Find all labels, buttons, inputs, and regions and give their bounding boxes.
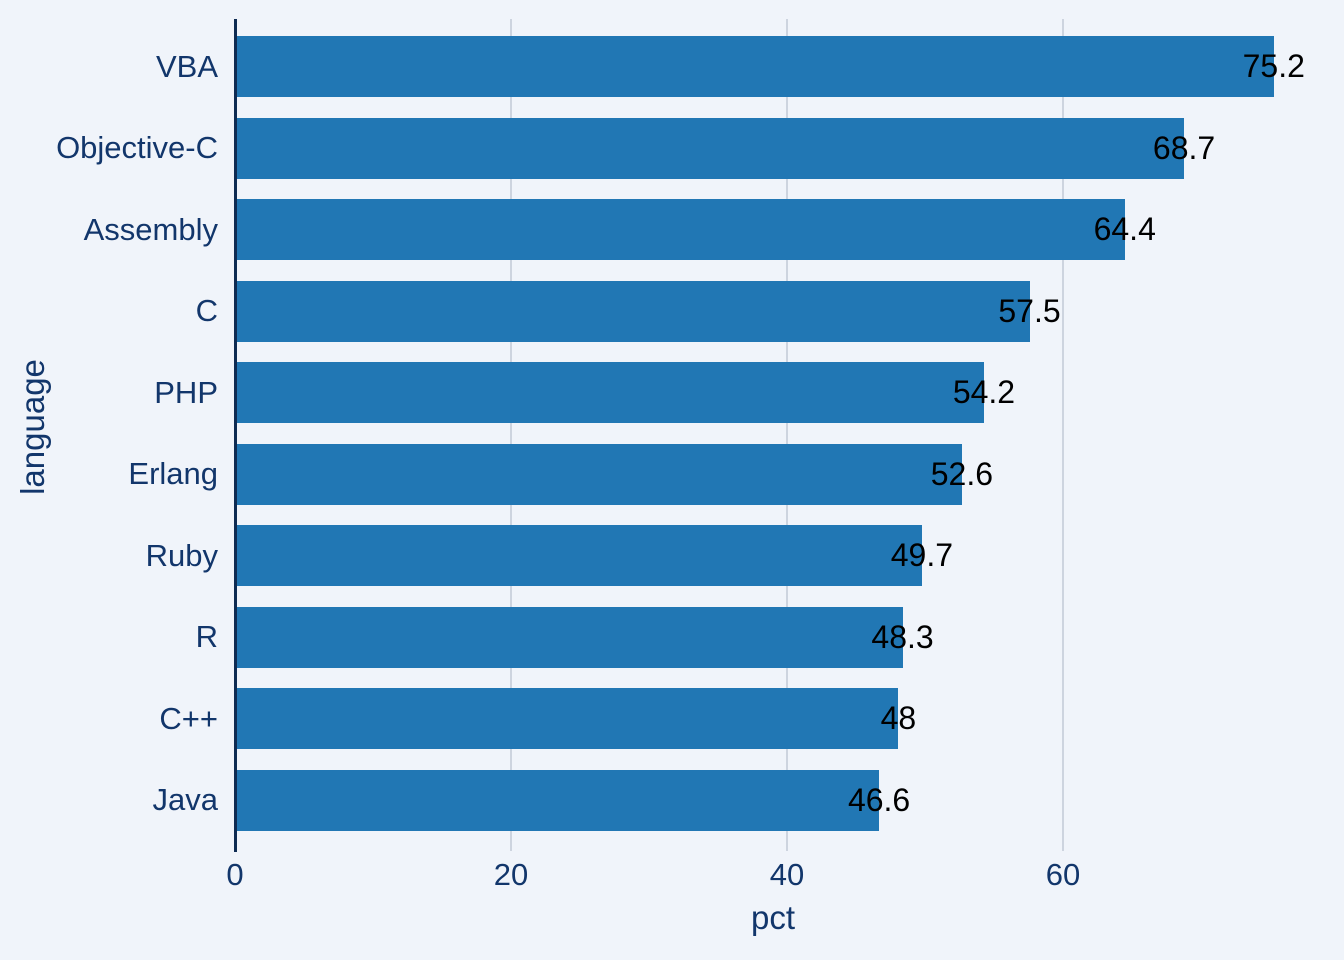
- bar: [236, 117, 1185, 179]
- bar: [236, 199, 1125, 261]
- bar: [236, 606, 903, 668]
- gridline: [1062, 19, 1064, 851]
- bar-value-label: 68.7: [1152, 129, 1216, 166]
- category-label: Java: [152, 782, 218, 818]
- y-axis-line: [234, 19, 237, 852]
- y-axis-title: language: [14, 359, 51, 495]
- category-label: Ruby: [145, 537, 218, 573]
- category-label: PHP: [154, 374, 218, 410]
- bar: [236, 525, 922, 587]
- bar-value-label: 57.5: [998, 292, 1061, 329]
- bar: [236, 362, 984, 424]
- bar-value-label: 64.4: [1093, 211, 1156, 248]
- x-tick-label: 0: [226, 857, 244, 892]
- gridline: [786, 19, 788, 851]
- bar: [236, 688, 899, 750]
- gridline: [510, 19, 512, 851]
- x-tick-label: 20: [493, 857, 529, 892]
- category-label: C: [195, 293, 218, 329]
- bar: [236, 36, 1274, 97]
- bar-value-label: 75.2: [1242, 48, 1305, 84]
- bar-value-label: 49.7: [890, 537, 953, 574]
- category-label: R: [195, 619, 218, 655]
- bar-value-label: 54.2: [952, 374, 1016, 411]
- x-tick-label: 60: [1045, 857, 1081, 892]
- bar: [236, 443, 962, 505]
- category-label: VBA: [155, 48, 218, 84]
- category-label: Assembly: [83, 211, 218, 247]
- x-axis-title: pct: [750, 899, 796, 936]
- category-label: Objective-C: [56, 130, 218, 166]
- x-tick-label: 40: [769, 857, 805, 892]
- bar: [236, 769, 880, 831]
- bar: [236, 280, 1030, 342]
- bar-value-label: 52.6: [930, 455, 994, 492]
- bar-value-label: 48: [880, 700, 917, 737]
- category-label: C++: [159, 700, 218, 736]
- bar-value-label: 48.3: [871, 618, 934, 655]
- category-label: Erlang: [128, 456, 218, 492]
- bar-value-label: 46.6: [847, 781, 911, 818]
